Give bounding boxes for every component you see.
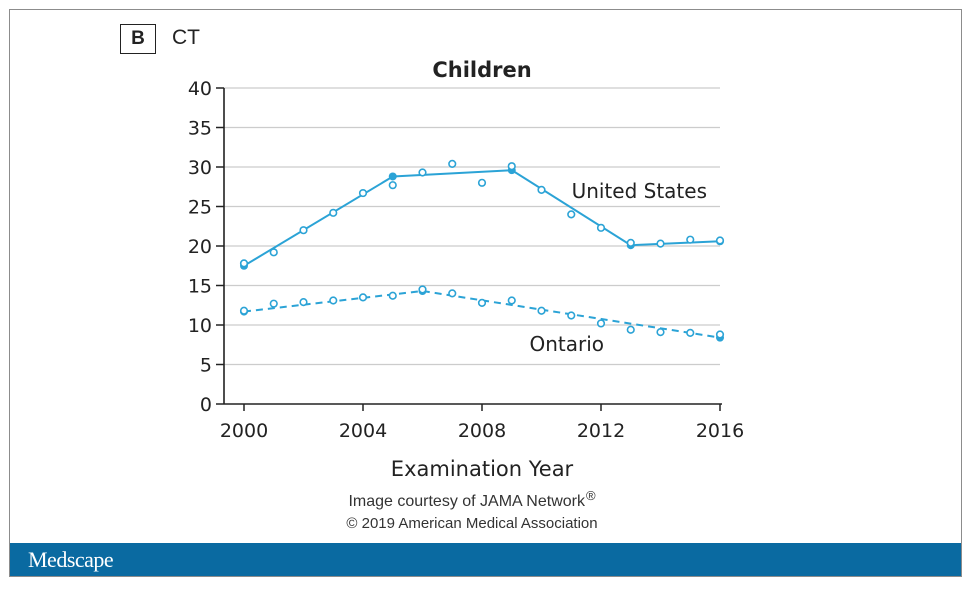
data-point-ontario (715, 330, 725, 339)
y-tick-label: 35 (188, 118, 212, 140)
medscape-logo[interactable]: Medscape (28, 547, 114, 572)
data-point-united-states (448, 159, 457, 168)
data-point-ontario (358, 293, 368, 302)
data-point-united-states (715, 236, 725, 245)
data-point-ontario (477, 298, 487, 307)
data-point-united-states (686, 235, 695, 244)
data-point-united-states (567, 210, 576, 219)
y-tick-label: 25 (188, 197, 212, 219)
trend-line-ontario (243, 289, 721, 339)
y-tick-label: 15 (188, 276, 212, 298)
data-point-united-states (239, 259, 249, 268)
data-point-united-states (418, 168, 427, 177)
data-point-united-states (656, 239, 665, 248)
data-point-united-states (596, 223, 606, 232)
axis-layer: 0 5 10 15 20 25 30 35 40 2000 2004 2008 2012 2016 (188, 78, 744, 442)
series-label-united-states: United States (572, 179, 707, 203)
data-point-ontario (448, 289, 457, 298)
joinpoint-united-states (388, 172, 397, 181)
data-point-ontario (329, 296, 338, 305)
data-point-ontario (299, 297, 308, 307)
y-tick-label: 5 (200, 355, 212, 377)
data-point-ontario (656, 328, 665, 337)
copyright-text: © 2019 American Medical Association (346, 515, 598, 532)
data-point-ontario (567, 311, 576, 320)
x-tick-label: 2008 (458, 420, 506, 442)
series-label-ontario: Ontario (529, 332, 604, 356)
data-point-united-states (626, 238, 635, 247)
y-tick-label: 10 (188, 315, 212, 337)
footer-bar: Medscape (10, 543, 961, 576)
data-point-ontario (507, 296, 516, 305)
data-point-united-states (477, 178, 487, 187)
points-layer (239, 159, 725, 342)
x-tick-label: 2016 (696, 420, 744, 442)
x-tick-label: 2004 (339, 420, 387, 442)
chart-title: Children (432, 58, 531, 82)
y-tick-label: 40 (188, 78, 212, 100)
registered-mark: ® (585, 488, 596, 503)
x-tick-label: 2012 (577, 420, 625, 442)
y-tick-label: 20 (188, 236, 212, 258)
panel-label: CT (172, 26, 200, 49)
y-tick-label: 30 (188, 157, 212, 179)
x-axis-label: Examination Year (391, 457, 574, 481)
figure-frame (9, 9, 962, 577)
data-point-united-states (537, 185, 546, 195)
data-point-ontario (388, 291, 397, 300)
data-point-united-states (388, 181, 397, 190)
data-point-ontario (596, 319, 606, 328)
grid-layer (224, 87, 720, 366)
data-point-ontario (269, 299, 278, 308)
data-point-united-states (329, 208, 338, 217)
data-point-ontario (418, 285, 427, 294)
data-point-united-states (358, 188, 368, 198)
data-point-ontario (686, 328, 695, 338)
data-point-united-states (299, 226, 308, 235)
data-point-united-states (269, 248, 278, 257)
x-tick-label: 2000 (220, 420, 268, 442)
data-point-ontario (537, 306, 546, 315)
image-credit: Image courtesy of JAMA Network® (0, 488, 944, 511)
data-point-united-states (507, 162, 516, 171)
credit-text: Image courtesy of JAMA Network (348, 493, 585, 510)
panel-badge: B (120, 24, 156, 54)
data-point-ontario (626, 325, 635, 334)
y-tick-label: 0 (200, 394, 212, 416)
data-point-ontario (239, 306, 249, 315)
